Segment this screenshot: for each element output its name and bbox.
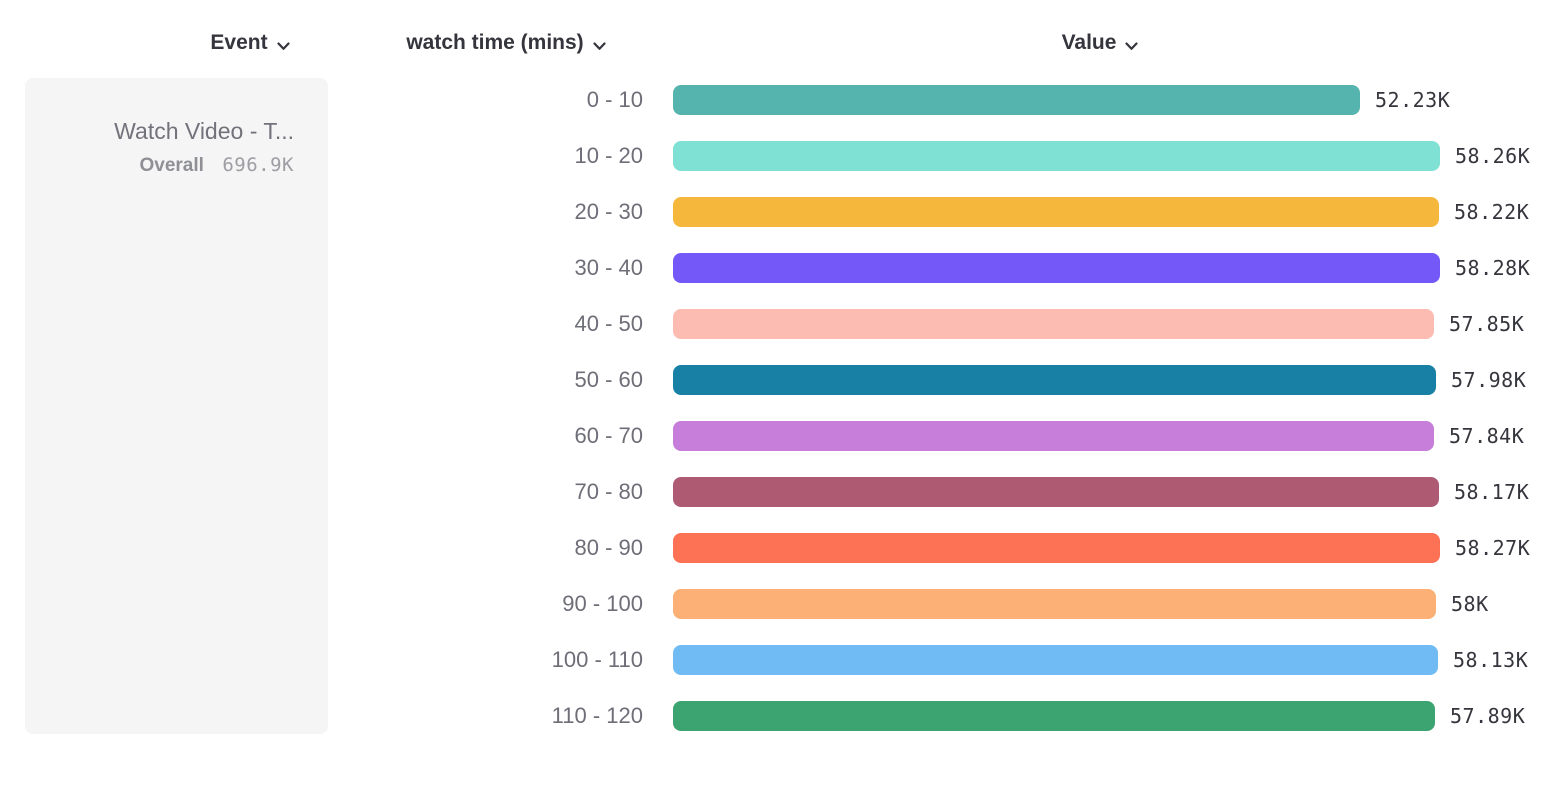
value-label: 57.85K: [1449, 312, 1525, 336]
value-label: 58.26K: [1455, 144, 1531, 168]
chart-row: 110 - 120 57.89K: [0, 688, 1568, 744]
chart-row: 50 - 60 57.98K: [0, 352, 1568, 408]
value-bar[interactable]: [673, 533, 1440, 563]
value-label: 58K: [1451, 592, 1489, 616]
value-column-dropdown[interactable]: Value: [950, 28, 1250, 58]
value-bar[interactable]: [673, 589, 1436, 619]
value-bar[interactable]: [673, 309, 1434, 339]
value-label: 58.13K: [1453, 648, 1529, 672]
bucket-label: 100 - 110: [551, 647, 643, 672]
event-title: Watch Video - T...: [114, 118, 294, 144]
bucket-label: 30 - 40: [574, 255, 644, 280]
breakdown-column-dropdown[interactable]: watch time (mins): [356, 28, 656, 58]
bucket-label: 50 - 60: [574, 367, 644, 392]
value-bar[interactable]: [673, 197, 1439, 227]
bucket-label: 90 - 100: [562, 591, 643, 616]
value-label: 57.84K: [1449, 424, 1525, 448]
value-bar[interactable]: [673, 253, 1440, 283]
chart-row: 80 - 90 58.27K: [0, 520, 1568, 576]
chart-row: 100 - 110 58.13K: [0, 632, 1568, 688]
chart-row: 30 - 40 58.28K: [0, 240, 1568, 296]
bucket-label: 80 - 90: [574, 535, 644, 560]
chart-row: 20 - 30 58.22K: [0, 184, 1568, 240]
bucket-label: 0 - 10: [586, 87, 643, 112]
chevron-down-icon: [1125, 33, 1139, 57]
bucket-label: 110 - 120: [551, 703, 643, 728]
value-column-label: Value: [1061, 31, 1117, 54]
event-overall-row: Overall 696.9K: [25, 152, 294, 180]
value-label: 57.98K: [1451, 368, 1527, 392]
breakdown-column-label: watch time (mins): [406, 31, 584, 54]
chart-row: 90 - 100 58K: [0, 576, 1568, 632]
chart-row: 0 - 10 52.23K: [0, 72, 1568, 128]
chart-row: 70 - 80 58.17K: [0, 464, 1568, 520]
value-bar[interactable]: [673, 645, 1438, 675]
value-label: 57.89K: [1450, 704, 1526, 728]
bucket-label: 40 - 50: [574, 311, 644, 336]
value-label: 58.22K: [1454, 200, 1530, 224]
overall-value: 696.9K: [222, 154, 294, 176]
value-bar[interactable]: [673, 701, 1435, 731]
bucket-label: 20 - 30: [574, 199, 644, 224]
bucket-label: 10 - 20: [574, 143, 644, 168]
chevron-down-icon: [276, 33, 290, 57]
value-bar[interactable]: [673, 477, 1439, 507]
value-bar[interactable]: [673, 421, 1434, 451]
chart-row: 60 - 70 57.84K: [0, 408, 1568, 464]
value-bar[interactable]: [673, 85, 1360, 115]
bar-chart: 0 - 10 52.23K 10 - 20 58.26K 20 - 30 58.22K 30…: [0, 72, 1568, 744]
event-column-label: Event: [210, 31, 268, 54]
overall-label: Overall: [139, 155, 204, 176]
event-summary-card[interactable]: Watch Video - T... Overall 696.9K: [25, 78, 328, 734]
event-column-dropdown[interactable]: Event: [160, 28, 340, 58]
chart-row: 40 - 50 57.85K: [0, 296, 1568, 352]
value-label: 52.23K: [1375, 88, 1451, 112]
chevron-down-icon: [593, 33, 606, 57]
value-bar[interactable]: [673, 365, 1436, 395]
value-label: 58.28K: [1455, 256, 1531, 280]
chart-row: 10 - 20 58.26K: [0, 128, 1568, 184]
value-label: 58.27K: [1455, 536, 1531, 560]
value-label: 58.17K: [1454, 480, 1530, 504]
value-bar[interactable]: [673, 141, 1440, 171]
bucket-label: 60 - 70: [574, 423, 644, 448]
bucket-label: 70 - 80: [574, 479, 644, 504]
